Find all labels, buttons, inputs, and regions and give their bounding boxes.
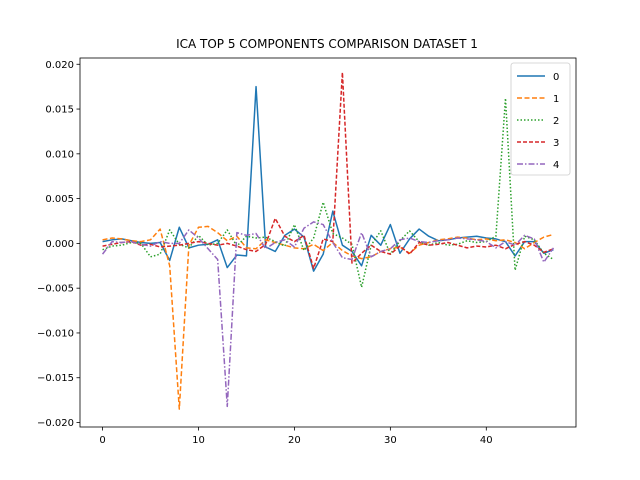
y-tick-label: 0.015 — [45, 105, 74, 116]
legend-label-2: 2 — [553, 116, 559, 127]
legend-label-0: 0 — [553, 72, 559, 83]
legend-label-3: 3 — [553, 138, 559, 149]
axes-frame — [79, 57, 577, 428]
y-tick-label: 0.005 — [45, 194, 74, 205]
y-tick-label: 0.020 — [45, 60, 74, 71]
x-tick-label: 20 — [288, 435, 301, 446]
chart-title: ICA TOP 5 COMPONENTS COMPARISON DATASET … — [176, 37, 478, 51]
y-tick-label: 0.010 — [45, 149, 74, 160]
series-line-4 — [101, 221, 555, 408]
y-tick-label: −0.010 — [37, 328, 74, 339]
y-tick-label: 0.000 — [45, 239, 74, 250]
y-tick-label: −0.020 — [37, 418, 74, 429]
legend-box — [510, 62, 571, 176]
y-tick-label: −0.015 — [37, 373, 74, 384]
x-tick-label: 10 — [192, 435, 205, 446]
y-tick-label: −0.005 — [37, 284, 74, 295]
plot-area — [101, 71, 555, 410]
series-line-2 — [102, 97, 554, 289]
legend: 0 1 2 3 4 — [510, 62, 571, 176]
axes: 0 10 20 30 40−0.020−0.015−0.010−0.0050.0000.… — [37, 57, 577, 446]
legend-label-4: 4 — [553, 160, 559, 171]
x-tick-label: 0 — [99, 435, 105, 446]
x-tick-label: 30 — [384, 435, 397, 446]
legend-label-1: 1 — [553, 94, 559, 105]
series-line-3 — [102, 71, 554, 270]
x-tick-label: 40 — [480, 435, 493, 446]
